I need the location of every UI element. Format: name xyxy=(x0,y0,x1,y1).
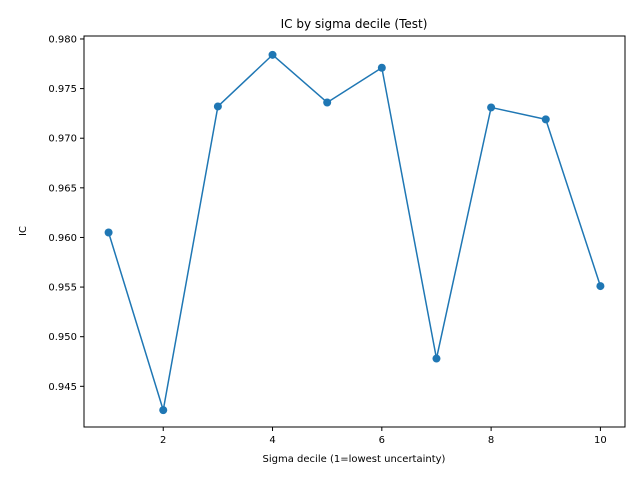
y-tick-label: 0.950 xyxy=(48,332,77,343)
data-point-2 xyxy=(159,406,168,415)
x-axis-title: Sigma decile (1=lowest uncertainty) xyxy=(263,454,446,465)
plot-area xyxy=(84,36,625,427)
axis-ticks: 2 4 6 8 10 0.945 0.950 0.955 0.960 0.965 0.970 0.97… xyxy=(48,34,606,446)
x-tick-label: 4 xyxy=(269,435,275,446)
data-point-5 xyxy=(323,98,332,107)
data-point-7 xyxy=(432,354,441,363)
y-axis-title: IC xyxy=(18,226,29,236)
series-layer xyxy=(104,50,605,415)
y-tick-label: 0.970 xyxy=(48,134,77,145)
x-tick-label: 2 xyxy=(160,435,166,446)
plot-frame xyxy=(83,35,626,428)
data-point-1 xyxy=(104,228,113,237)
x-tick-label: 8 xyxy=(488,435,494,446)
y-tick-label: 0.980 xyxy=(48,34,77,45)
data-point-4 xyxy=(268,50,277,59)
chart-title: IC by sigma decile (Test) xyxy=(281,17,428,31)
y-tick-label: 0.955 xyxy=(48,283,77,294)
data-point-10 xyxy=(596,282,605,291)
y-tick-label: 0.960 xyxy=(48,233,77,244)
series-line xyxy=(107,54,602,411)
y-tick-label: 0.945 xyxy=(48,382,77,393)
x-tick-label: 6 xyxy=(379,435,385,446)
data-point-8 xyxy=(487,103,496,112)
data-point-6 xyxy=(377,63,386,72)
data-point-3 xyxy=(213,102,222,111)
y-tick-label: 0.975 xyxy=(48,84,77,95)
data-point-9 xyxy=(541,115,550,124)
y-tick-label: 0.965 xyxy=(48,183,77,194)
x-tick-label: 10 xyxy=(594,435,607,446)
